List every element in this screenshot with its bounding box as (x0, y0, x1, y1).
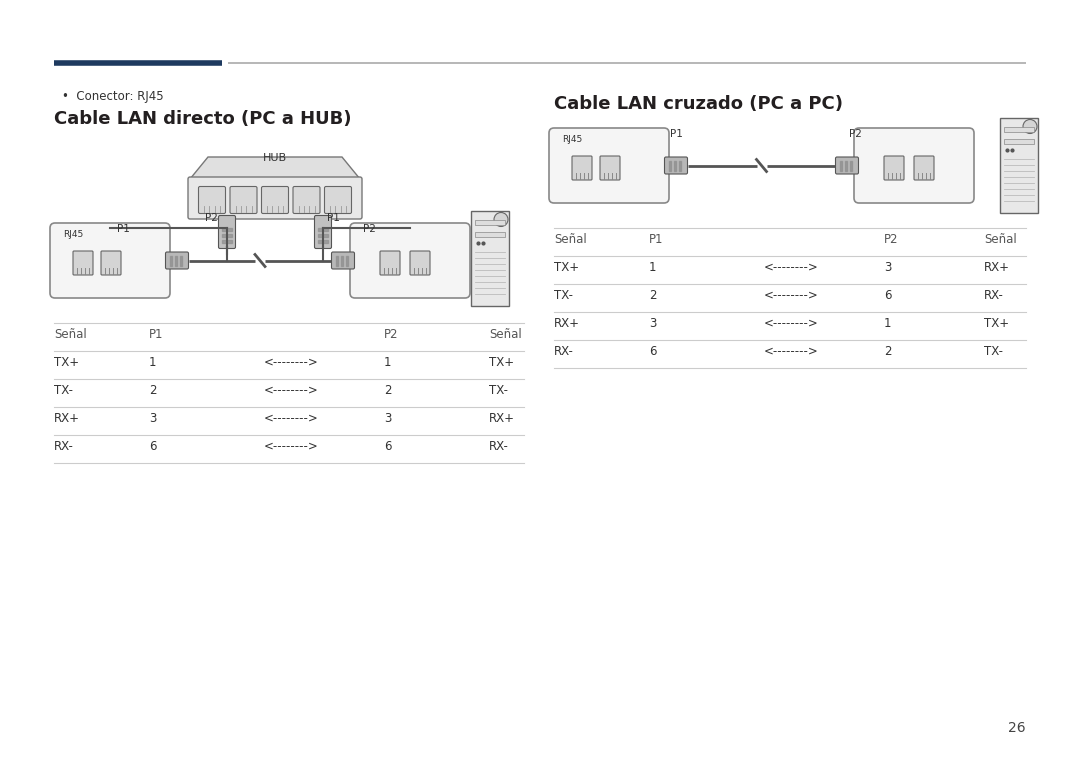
Circle shape (1023, 120, 1037, 134)
Circle shape (494, 213, 508, 227)
Text: RX+: RX+ (984, 261, 1010, 274)
Text: RX+: RX+ (54, 412, 80, 425)
Text: RJ45: RJ45 (562, 135, 582, 144)
FancyBboxPatch shape (324, 186, 351, 214)
Text: <-------->: <--------> (764, 261, 819, 274)
Text: TX+: TX+ (984, 317, 1009, 330)
Text: P1: P1 (149, 328, 163, 341)
FancyBboxPatch shape (332, 252, 354, 269)
Text: RX-: RX- (554, 345, 573, 358)
Text: <-------->: <--------> (264, 412, 319, 425)
Text: Señal: Señal (54, 328, 86, 341)
FancyBboxPatch shape (293, 186, 320, 214)
Text: 2: 2 (384, 384, 391, 397)
Text: 3: 3 (149, 412, 157, 425)
FancyBboxPatch shape (350, 223, 470, 298)
Text: P1: P1 (649, 233, 663, 246)
FancyBboxPatch shape (914, 156, 934, 180)
Text: TX+: TX+ (489, 356, 514, 369)
Text: P2: P2 (849, 129, 862, 139)
Text: <-------->: <--------> (264, 384, 319, 397)
FancyBboxPatch shape (188, 177, 362, 219)
FancyBboxPatch shape (261, 186, 288, 214)
FancyBboxPatch shape (854, 128, 974, 203)
FancyBboxPatch shape (314, 215, 332, 249)
Text: Señal: Señal (489, 328, 522, 341)
FancyBboxPatch shape (572, 156, 592, 180)
Bar (475, 231, 505, 237)
FancyBboxPatch shape (218, 215, 235, 249)
Bar (1004, 127, 1034, 131)
Text: RX-: RX- (489, 440, 509, 453)
Bar (475, 220, 505, 224)
Text: 6: 6 (384, 440, 391, 453)
Text: TX-: TX- (984, 345, 1003, 358)
FancyBboxPatch shape (600, 156, 620, 180)
Text: P2: P2 (363, 224, 376, 234)
Text: RX-: RX- (54, 440, 73, 453)
Bar (1000, 118, 1038, 213)
Text: TX-: TX- (54, 384, 73, 397)
Text: 1: 1 (149, 356, 157, 369)
Text: 3: 3 (649, 317, 657, 330)
Text: 3: 3 (384, 412, 391, 425)
Text: TX-: TX- (554, 289, 573, 302)
Text: TX+: TX+ (554, 261, 579, 274)
Bar (1004, 139, 1034, 143)
Text: TX+: TX+ (54, 356, 79, 369)
Text: P1: P1 (670, 129, 683, 139)
Text: P2: P2 (384, 328, 399, 341)
FancyBboxPatch shape (102, 251, 121, 275)
Text: RX+: RX+ (489, 412, 515, 425)
Text: 2: 2 (149, 384, 157, 397)
Text: <-------->: <--------> (764, 289, 819, 302)
Text: Señal: Señal (984, 233, 1016, 246)
Bar (471, 211, 509, 305)
Text: RX-: RX- (984, 289, 1004, 302)
Text: 6: 6 (649, 345, 657, 358)
Text: •  Conector: RJ45: • Conector: RJ45 (62, 90, 164, 103)
Text: P2: P2 (885, 233, 899, 246)
Text: TX-: TX- (489, 384, 508, 397)
Text: Cable LAN cruzado (PC a PC): Cable LAN cruzado (PC a PC) (554, 95, 843, 113)
Text: 3: 3 (885, 261, 891, 274)
Text: P1: P1 (117, 224, 130, 234)
Text: 6: 6 (885, 289, 891, 302)
FancyBboxPatch shape (664, 157, 688, 174)
FancyBboxPatch shape (885, 156, 904, 180)
Text: P1: P1 (327, 213, 340, 223)
Text: 2: 2 (885, 345, 891, 358)
Text: <-------->: <--------> (764, 317, 819, 330)
Text: Señal: Señal (554, 233, 586, 246)
FancyBboxPatch shape (549, 128, 669, 203)
FancyBboxPatch shape (165, 252, 189, 269)
Text: <-------->: <--------> (264, 356, 319, 369)
FancyBboxPatch shape (50, 223, 170, 298)
Text: 1: 1 (384, 356, 391, 369)
Text: <-------->: <--------> (764, 345, 819, 358)
Text: 1: 1 (649, 261, 657, 274)
Text: 6: 6 (149, 440, 157, 453)
FancyBboxPatch shape (73, 251, 93, 275)
Text: HUB: HUB (262, 153, 287, 163)
FancyBboxPatch shape (836, 157, 859, 174)
FancyBboxPatch shape (410, 251, 430, 275)
Text: RJ45: RJ45 (63, 230, 83, 239)
Text: 26: 26 (1009, 721, 1026, 735)
Text: Cable LAN directo (PC a HUB): Cable LAN directo (PC a HUB) (54, 110, 351, 128)
Polygon shape (190, 157, 360, 179)
Text: 1: 1 (885, 317, 891, 330)
Text: <-------->: <--------> (264, 440, 319, 453)
FancyBboxPatch shape (230, 186, 257, 214)
Text: P2: P2 (205, 213, 218, 223)
Text: RX+: RX+ (554, 317, 580, 330)
Text: 2: 2 (649, 289, 657, 302)
FancyBboxPatch shape (199, 186, 226, 214)
FancyBboxPatch shape (380, 251, 400, 275)
